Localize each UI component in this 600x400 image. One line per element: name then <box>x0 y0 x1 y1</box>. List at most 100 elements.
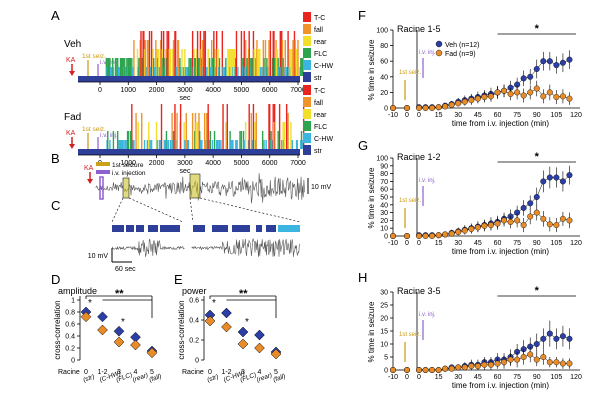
data-point-1 <box>566 95 573 102</box>
y-tick-label: 0 <box>195 358 199 365</box>
first-seiz-label: 1st seiz. <box>399 198 421 204</box>
raster-bar <box>266 67 269 76</box>
panel-letter-b: B <box>51 151 60 166</box>
data-point-1 <box>435 104 442 111</box>
data-point-1 <box>566 360 573 367</box>
data-point-1 <box>533 209 540 216</box>
raster-bar <box>143 49 146 76</box>
seizure-stage-bar <box>278 225 300 232</box>
raster-bar <box>148 122 150 149</box>
data-point-1 <box>429 232 436 239</box>
data-point-1 <box>527 89 534 96</box>
raster-bar <box>232 140 234 149</box>
raster-bar <box>272 104 274 149</box>
raster-bar <box>199 140 202 149</box>
data-point-1 <box>533 356 540 363</box>
legend-swatch-c-hw <box>303 60 311 70</box>
zoom-line <box>128 197 184 223</box>
legend-swatch-flc <box>303 121 311 131</box>
raster-bar <box>207 49 209 76</box>
raster-bar <box>126 67 129 76</box>
x-tick-label: 45 <box>474 374 482 381</box>
raster-bar <box>122 58 125 76</box>
raster-x-tick-label: 5000 <box>234 160 250 167</box>
raster-bar <box>141 113 143 149</box>
raster-bar <box>218 140 220 149</box>
raster-bar <box>213 58 216 76</box>
chart-title: Racine 1-5 <box>397 24 441 34</box>
x-tick-label: 105 <box>551 112 563 119</box>
raster-bar <box>148 31 151 76</box>
raster-bar <box>230 49 233 76</box>
raster-bar <box>264 40 267 76</box>
y-tick-label: 30 <box>380 210 388 217</box>
data-point-1 <box>553 222 560 229</box>
raster-bar <box>228 49 231 76</box>
raster-bar <box>256 40 258 76</box>
raster-bar <box>266 58 268 76</box>
legend-label-flc: FLC <box>314 124 327 131</box>
iv-inj-label: i.v. inj. <box>419 178 436 184</box>
raster-bar <box>145 67 148 76</box>
raster-bar <box>164 140 166 149</box>
raster-bar <box>240 31 243 76</box>
significance-star: * <box>88 298 92 309</box>
raster-bar <box>174 140 177 149</box>
raster-bar <box>195 67 197 76</box>
raster-bar <box>253 49 255 76</box>
data-point-0 <box>546 174 553 181</box>
raster-bar <box>192 67 195 76</box>
data-point-0 <box>533 193 540 200</box>
ka-arrow-head <box>87 179 93 184</box>
raster-bar <box>174 104 176 149</box>
raster-bar <box>209 67 212 76</box>
raster-x-unit: sec <box>180 168 191 175</box>
data-point-0 <box>527 73 534 80</box>
raster-bar <box>222 67 224 76</box>
legend-label-fall: fall <box>314 27 323 34</box>
raster-bar <box>176 113 178 149</box>
data-point-1 <box>442 365 449 372</box>
raster-bar <box>249 67 252 76</box>
raster-bar <box>207 104 209 149</box>
significance-star: * <box>535 285 540 297</box>
iv-injection-label: i.v. inj. <box>100 132 118 139</box>
raster-bar <box>208 140 211 149</box>
x-tick-label: 0 <box>405 374 409 381</box>
raster-bar <box>282 122 284 149</box>
x-tick-label: 4 <box>258 369 262 376</box>
raster-bar <box>143 31 145 76</box>
raster-bar <box>242 58 245 76</box>
raster-x-tick-label: 0 <box>98 87 102 94</box>
legend-label: Veh (n=12) <box>445 42 479 49</box>
data-point-1 <box>507 90 514 97</box>
x-sub-label: (str) <box>206 373 219 384</box>
data-point-1 <box>442 231 449 238</box>
data-point-1 <box>435 367 442 374</box>
raster-bar <box>294 40 296 76</box>
x-tick-label: -10 <box>388 374 398 381</box>
legend-label-c-hw: C-HW <box>314 63 333 70</box>
raster-x-tick-label: 6000 <box>262 160 278 167</box>
y-tick-label: 20 <box>380 316 388 323</box>
data-point-1 <box>481 94 488 101</box>
data-point-0 <box>540 178 547 185</box>
y-tick-label: 5 <box>384 355 388 362</box>
raster-fad: KA 1st seiz.i.v. inj. 0 1000 2000 3000 4000 500… <box>64 85 333 175</box>
raster-bar <box>119 140 121 149</box>
data-point-1 <box>494 360 501 367</box>
x-tick-label: 5 <box>274 369 278 376</box>
raster-bar <box>235 31 238 76</box>
raster-bar <box>273 31 275 76</box>
raster-bar <box>165 58 168 76</box>
raster-bar <box>302 58 304 76</box>
raster-bar <box>121 58 124 76</box>
seizure-stage-bar <box>266 225 276 232</box>
raster-bar <box>271 58 274 76</box>
data-point-1 <box>416 104 423 111</box>
legend-label-flc: FLC <box>314 51 327 58</box>
significance-star: * <box>245 317 249 328</box>
raster-bar <box>251 58 253 76</box>
